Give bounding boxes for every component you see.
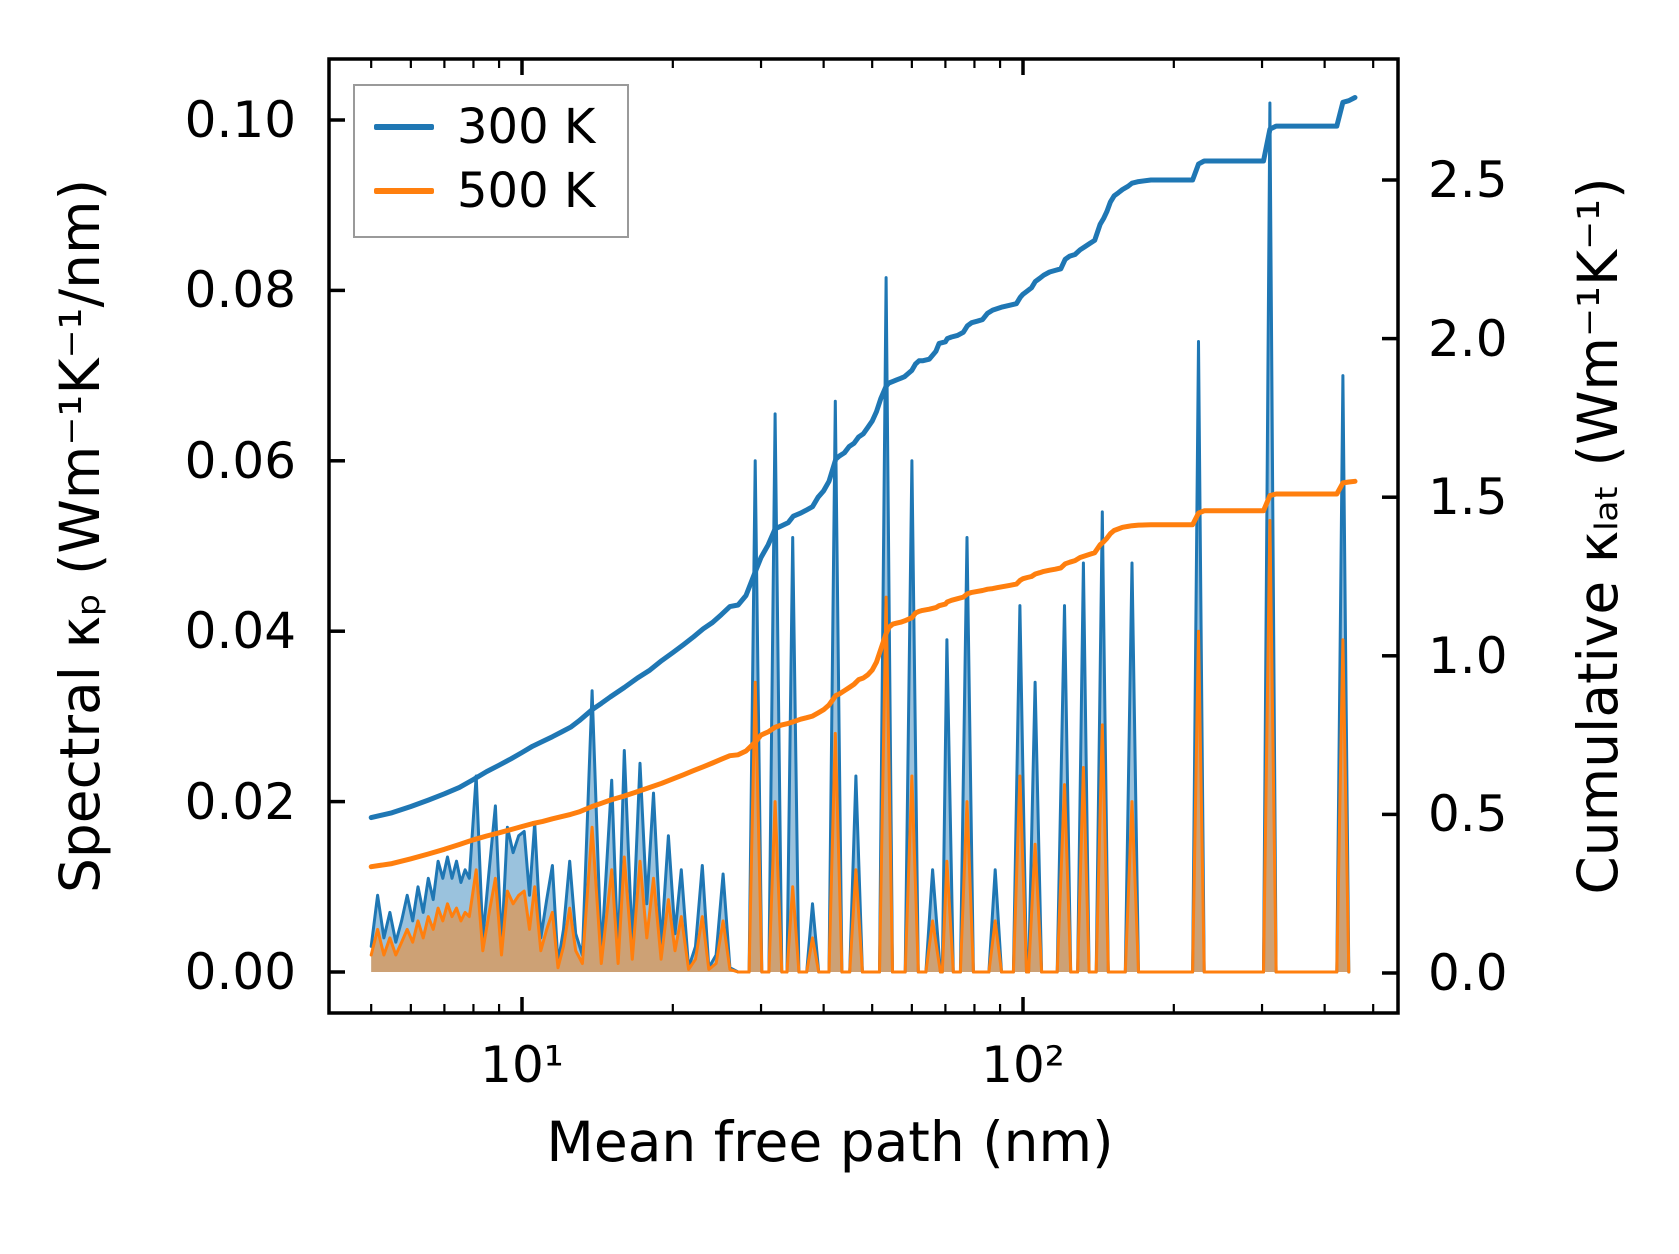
y-left-tick-label: 0.04 xyxy=(184,602,296,660)
y-left-tick-label: 0.10 xyxy=(184,91,296,149)
cumulative_300K-line xyxy=(368,95,1358,821)
x-axis-label: Mean free path (nm) xyxy=(546,1110,1114,1174)
y-axis-label-left: Spectral κₚ (Wm⁻¹K⁻¹/nm) xyxy=(48,178,112,894)
legend-label-500k: 500 K xyxy=(457,163,596,219)
y-left-tick-label: 0.00 xyxy=(184,943,296,1001)
legend-entry-500k: 500 K xyxy=(355,166,627,216)
y-left-tick-label: 0.06 xyxy=(184,432,296,490)
y-left-tick-label: 0.08 xyxy=(184,261,296,319)
x-tick-label: 10² xyxy=(981,1036,1065,1094)
spectral_500K-line xyxy=(369,518,1351,974)
y-left-tick-label: 0.02 xyxy=(184,773,296,831)
y-right-tick-label: 1.5 xyxy=(1428,468,1508,526)
y-right-tick-label: 2.5 xyxy=(1428,151,1508,209)
x-tick-label: 10¹ xyxy=(480,1036,564,1094)
legend-line-swatch-300k xyxy=(374,124,434,130)
y-right-tick-label: 0.0 xyxy=(1428,944,1508,1002)
legend-label-300k: 300 K xyxy=(457,99,596,155)
axes-spines xyxy=(327,57,1400,1015)
y-right-tick-label: 2.0 xyxy=(1428,310,1508,368)
legend-line-swatch-500k xyxy=(374,188,434,194)
cumulative_500K-line xyxy=(368,478,1358,870)
y-right-tick-label: 1.0 xyxy=(1428,627,1508,685)
y-right-tick-label: 0.5 xyxy=(1428,785,1508,843)
legend-box: 300 K 500 K xyxy=(353,84,629,238)
y-axis-label-right: Cumulative κₗₐₜ (Wm⁻¹K⁻¹) xyxy=(1566,177,1630,895)
legend-entry-300k: 300 K xyxy=(355,102,627,152)
